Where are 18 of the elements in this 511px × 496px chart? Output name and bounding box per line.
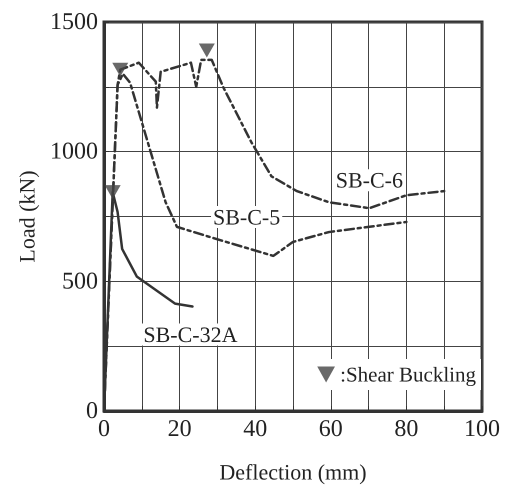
- x-tick-label: 100: [464, 416, 500, 442]
- x-tick-label: 20: [168, 416, 192, 442]
- legend-label: :Shear Buckling: [340, 362, 476, 386]
- series-label: SB-C-5: [213, 204, 280, 230]
- x-tick-label: 60: [318, 416, 343, 442]
- point: [198, 44, 215, 58]
- point: [112, 62, 128, 77]
- y-axis-title: Load (kN): [14, 170, 40, 263]
- y-tick-label: 0: [86, 398, 98, 424]
- y-tick-label: 500: [62, 268, 98, 294]
- x-axis-title: Deflection (mm): [219, 460, 367, 484]
- y-tick-label: 1000: [50, 138, 98, 165]
- x-tick-label: 80: [394, 416, 418, 442]
- y-tick-label: 1500: [50, 9, 98, 35]
- x-tick-label: 40: [243, 416, 268, 442]
- series-label: SB-C-32A: [143, 322, 238, 347]
- series-label: SB-C-6: [336, 168, 403, 193]
- point: [104, 185, 121, 200]
